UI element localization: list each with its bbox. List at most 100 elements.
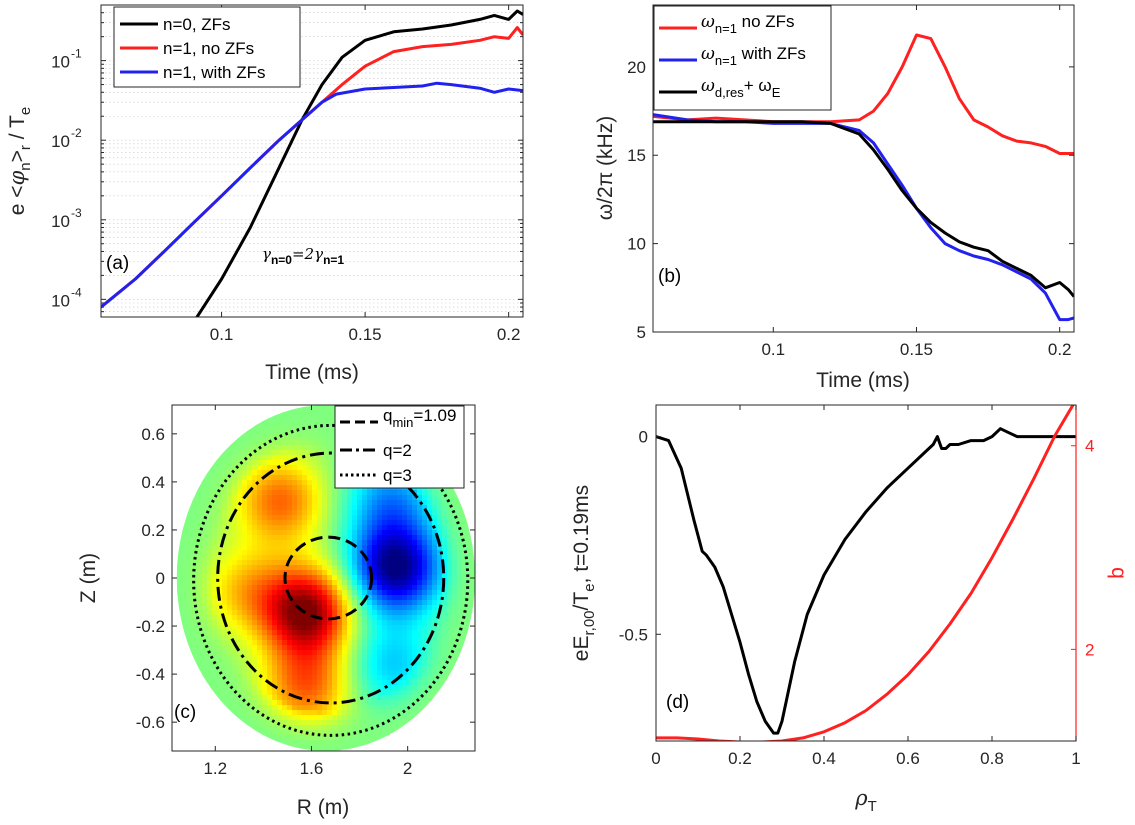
field-cell <box>317 430 323 436</box>
field-cell <box>187 725 193 731</box>
field-cell <box>377 505 383 511</box>
field-cell <box>367 595 373 601</box>
field-cell <box>422 735 428 741</box>
field-cell <box>452 690 458 696</box>
field-cell <box>307 545 313 551</box>
field-cell <box>392 665 398 671</box>
field-cell <box>402 725 408 731</box>
field-cell <box>437 495 443 501</box>
field-cell <box>282 740 288 746</box>
field-cell <box>327 640 333 646</box>
field-cell <box>242 740 248 746</box>
field-cell <box>407 555 413 561</box>
field-cell <box>217 585 223 591</box>
field-cell <box>362 635 368 641</box>
field-cell <box>387 730 393 736</box>
field-cell <box>452 710 458 716</box>
field-cell <box>467 735 473 741</box>
field-cell <box>307 440 313 446</box>
field-cell <box>317 445 323 451</box>
field-cell <box>392 590 398 596</box>
field-cell <box>427 725 433 731</box>
field-cell <box>277 635 283 641</box>
field-cell <box>187 445 193 451</box>
field-cell <box>262 620 268 626</box>
field-cell <box>197 690 203 696</box>
field-cell <box>432 515 438 521</box>
field-cell <box>247 475 253 481</box>
field-cell <box>317 440 323 446</box>
field-cell <box>207 730 213 736</box>
field-cell <box>417 660 423 666</box>
field-cell <box>367 715 373 721</box>
field-cell <box>217 700 223 706</box>
field-cell <box>457 710 463 716</box>
field-cell <box>287 535 293 541</box>
field-cell <box>212 540 218 546</box>
field-cell <box>297 445 303 451</box>
field-cell <box>297 585 303 591</box>
field-cell <box>342 515 348 521</box>
field-cell <box>212 690 218 696</box>
field-cell <box>262 525 268 531</box>
field-cell <box>282 590 288 596</box>
field-cell <box>357 635 363 641</box>
field-cell <box>392 610 398 616</box>
field-cell <box>192 510 198 516</box>
field-cell <box>342 490 348 496</box>
field-cell <box>417 560 423 566</box>
field-cell <box>217 720 223 726</box>
field-cell <box>272 730 278 736</box>
field-cell <box>307 620 313 626</box>
field-cell <box>412 530 418 536</box>
field-cell <box>337 520 343 526</box>
field-cell <box>247 470 253 476</box>
field-cell <box>202 470 208 476</box>
field-cell <box>317 660 323 666</box>
field-cell <box>317 545 323 551</box>
field-cell <box>232 475 238 481</box>
field-cell <box>437 720 443 726</box>
field-cell <box>217 685 223 691</box>
field-cell <box>347 635 353 641</box>
legend-label-n1-zf: n=1, with ZFs <box>163 63 266 82</box>
field-cell <box>252 720 258 726</box>
field-cell <box>182 410 188 416</box>
q-surface-1 <box>216 451 446 705</box>
field-cell <box>176 485 178 491</box>
field-cell <box>242 505 248 511</box>
field-cell <box>462 495 468 501</box>
field-cell <box>187 590 193 596</box>
field-cell <box>342 665 348 671</box>
field-cell <box>212 440 218 446</box>
field-cell <box>272 700 278 706</box>
field-cell <box>452 645 458 651</box>
panel-d-ylabel: eEr,00/Te, t=0.19ms <box>570 485 598 661</box>
field-cell <box>237 455 243 461</box>
field-cell <box>262 680 268 686</box>
field-cell <box>227 465 233 471</box>
field-cell <box>422 575 428 581</box>
field-cell <box>307 650 313 656</box>
field-cell <box>392 705 398 711</box>
field-cell <box>177 585 183 591</box>
field-cell <box>367 630 373 636</box>
field-cell <box>227 620 233 626</box>
field-cell <box>282 410 288 416</box>
field-cell <box>212 445 218 451</box>
field-cell <box>292 535 298 541</box>
field-cell <box>287 420 293 426</box>
field-cell <box>452 600 458 606</box>
field-cell <box>232 680 238 686</box>
field-cell <box>292 560 298 566</box>
field-cell <box>247 500 253 506</box>
field-cell <box>207 565 213 571</box>
field-cell <box>262 495 268 501</box>
field-cell <box>277 510 283 516</box>
annotation-gamma: γ <box>262 245 271 263</box>
field-cell <box>397 560 403 566</box>
field-cell <box>267 445 273 451</box>
field-cell <box>287 510 293 516</box>
field-cell <box>432 650 438 656</box>
field-cell <box>192 485 198 491</box>
